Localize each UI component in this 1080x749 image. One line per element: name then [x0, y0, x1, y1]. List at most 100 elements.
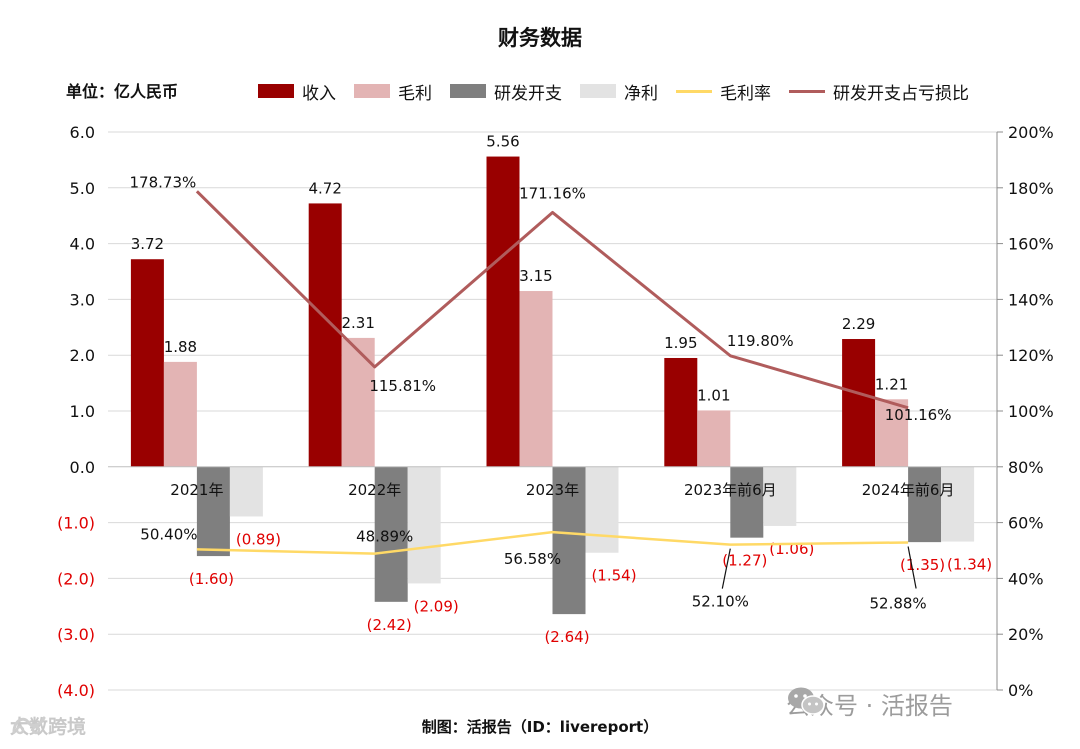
y-left-tick-label: 4.0 [70, 235, 95, 254]
label-rd: (1.60) [189, 570, 234, 588]
watermark-brand: 大数跨境 [10, 712, 86, 739]
label-gross-margin: 50.40% [140, 525, 197, 543]
label-rd: (2.42) [367, 616, 412, 634]
y-left-tick-label: 1.0 [70, 402, 95, 421]
label-gross-profit: 3.15 [519, 267, 552, 285]
y-left-tick-label: (2.0) [57, 569, 95, 588]
label-revenue: 5.56 [486, 133, 519, 151]
label-rd-ratio: 101.16% [885, 406, 952, 424]
leader-line [907, 546, 917, 589]
label-gross-profit: 1.88 [164, 338, 197, 356]
bar-revenue [486, 156, 520, 467]
chart-source: 制图：活报告（ID：livereport） [421, 718, 659, 736]
y-left-tick-label: 6.0 [70, 123, 95, 142]
legend-label-gross-margin: 毛利率 [720, 83, 771, 104]
label-gross-profit: 2.31 [341, 314, 374, 332]
bar-rd [196, 466, 230, 557]
label-gross-profit: 1.21 [875, 375, 908, 393]
bar-gross-profit [163, 361, 197, 467]
x-category-label: 2023年前6月 [684, 481, 777, 499]
legend-swatch-rd [450, 84, 486, 98]
line-rd-ratio [195, 190, 909, 410]
leader-line [721, 548, 731, 589]
y-right-tick-label: 0% [1008, 681, 1033, 700]
bar-net [763, 466, 797, 526]
wechat-icon [788, 687, 825, 715]
label-rd: (1.27) [722, 552, 767, 570]
legend-label-net: 净利 [624, 83, 658, 104]
label-net: (0.89) [236, 530, 281, 548]
legend-item-rd-ratio: 研发开支占亏损比 [789, 79, 969, 104]
y-left-tick-label: 3.0 [70, 290, 95, 309]
legend-swatch-gross-profit [354, 84, 390, 98]
bar-rd [908, 466, 942, 543]
label-rd-ratio: 178.73% [130, 173, 197, 191]
legend-swatch-gross-margin [676, 89, 712, 93]
bar-gross-profit [341, 337, 375, 467]
bar-revenue [842, 339, 876, 467]
bar-gross-profit [697, 410, 731, 467]
bar-revenue [130, 259, 164, 467]
x-category-label: 2021年 [170, 481, 223, 499]
legend-swatch-revenue [258, 84, 294, 98]
label-net: (2.09) [414, 597, 459, 615]
legend-label-gross-profit: 毛利 [398, 83, 432, 104]
y-right-tick-label: 40% [1008, 569, 1044, 588]
y-right-tick-label: 120% [1008, 346, 1054, 365]
y-right-tick-label: 80% [1008, 458, 1044, 477]
bar-revenue [664, 357, 698, 467]
y-right-tick-label: 200% [1008, 123, 1054, 142]
line-gross-margin [196, 530, 909, 555]
legend: 收入 毛利 研发开支 净利 毛利率 研发开支占亏损比 [258, 78, 969, 104]
y-right-tick-label: 160% [1008, 235, 1054, 254]
bar-rd [374, 466, 408, 602]
label-gross-profit: 1.01 [697, 386, 730, 404]
bar-net [407, 466, 441, 584]
y-right-tick-label: 180% [1008, 179, 1054, 198]
bar-net [941, 466, 975, 542]
bar-gross-profit [519, 291, 553, 467]
label-rd-ratio: 171.16% [519, 184, 586, 202]
watermark-wechat: 公众号 · 活报告 [786, 686, 953, 721]
label-gross-margin: 52.88% [869, 594, 926, 612]
legend-swatch-rd-ratio [789, 89, 825, 93]
y-left-tick-label: (1.0) [57, 514, 95, 533]
label-net: (1.54) [591, 567, 636, 585]
y-right-tick-label: 20% [1008, 625, 1044, 644]
y-right-tick-label: 140% [1008, 290, 1054, 309]
legend-swatch-net [580, 84, 616, 98]
legend-label-rd: 研发开支 [494, 83, 562, 104]
y-left-tick-label: (4.0) [57, 681, 95, 700]
label-rd: (1.35) [900, 556, 945, 574]
bar-gross-profit [875, 399, 909, 467]
y-left-tick-label: 0.0 [70, 458, 95, 477]
x-category-label: 2022年 [348, 481, 401, 499]
label-rd-ratio: 119.80% [727, 332, 794, 350]
label-net: (1.34) [947, 556, 992, 574]
label-gross-margin: 52.10% [692, 593, 749, 611]
y-left-tick-label: (3.0) [57, 625, 95, 644]
label-rd: (2.64) [544, 628, 589, 646]
y-left-tick-label: 5.0 [70, 179, 95, 198]
bar-net [229, 466, 263, 517]
bar-revenue [308, 203, 342, 467]
label-rd-ratio: 115.81% [369, 377, 436, 395]
legend-item-revenue: 收入 [258, 79, 336, 104]
legend-item-gross-margin: 毛利率 [676, 79, 771, 104]
y-left-tick-label: 2.0 [70, 346, 95, 365]
y-right-tick-label: 60% [1008, 514, 1044, 533]
label-gross-margin: 56.58% [504, 550, 561, 568]
brand-logo-icon [12, 716, 46, 735]
legend-item-gross-profit: 毛利 [354, 79, 432, 104]
unit-label: 单位：亿人民币 [66, 82, 179, 101]
label-revenue: 1.95 [664, 334, 697, 352]
legend-label-revenue: 收入 [302, 83, 336, 104]
bar-net [585, 466, 619, 553]
bar-rd [552, 466, 586, 615]
legend-label-rd-ratio: 研发开支占亏损比 [833, 83, 969, 104]
legend-item-net: 净利 [580, 79, 658, 104]
label-gross-margin: 48.89% [356, 528, 413, 546]
chart-title: 财务数据 [498, 26, 582, 50]
